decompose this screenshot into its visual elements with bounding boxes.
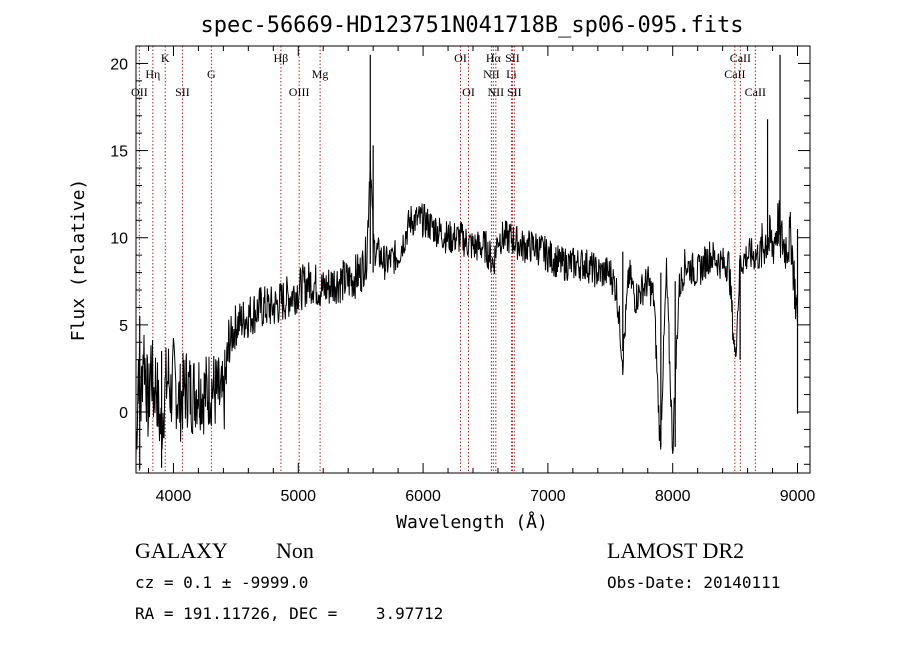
line-marker-label: OIII: [289, 85, 310, 99]
y-tick-label: 5: [119, 318, 128, 335]
x-tick-label: 6000: [405, 488, 441, 505]
x-tick-label: 7000: [530, 488, 566, 505]
line-marker-label: SII: [175, 85, 190, 99]
survey-label: LAMOST DR2: [607, 538, 745, 563]
line-marker-label: CaII: [745, 85, 766, 99]
spectrum-layer: [135, 54, 799, 470]
line-marker-label: NII: [488, 85, 505, 99]
line-marker-label: SII: [507, 85, 522, 99]
y-tick-label: 10: [110, 231, 128, 248]
line-marker-label: Li: [506, 67, 517, 81]
line-marker-label: G: [207, 67, 216, 81]
line-marker-label: CaII: [724, 67, 745, 81]
obs-date: Obs-Date: 20140111: [607, 573, 781, 592]
chart-title: spec-56669-HD123751N041718B_sp06-095.fit…: [200, 13, 743, 38]
y-tick-label: 0: [119, 405, 128, 422]
x-tick-label: 8000: [655, 488, 691, 505]
subclass-label: Non: [276, 538, 314, 563]
spectrum-line: [135, 150, 798, 457]
line-marker-label: K: [161, 51, 170, 65]
x-tick-label: 9000: [780, 488, 816, 505]
line-marker-label: CaII: [730, 51, 751, 65]
line-marker-label: Hβ: [274, 51, 289, 65]
axis-ticks: 4000 5000 6000 7000 8000 9000 0 5 10 15 20: [110, 45, 816, 505]
cz-value: cz = 0.1 ± -9999.0: [135, 573, 309, 592]
line-marker-label: OII: [131, 85, 148, 99]
x-tick-label: 5000: [280, 488, 316, 505]
x-axis-label: Wavelength (Å): [396, 511, 548, 533]
y-tick-label: 15: [110, 144, 128, 161]
x-tick-label: 4000: [156, 488, 192, 505]
line-marker-label: OI: [454, 51, 467, 65]
line-marker-label: NII: [483, 67, 500, 81]
class-label: GALAXY: [135, 538, 228, 563]
y-tick-label: 20: [110, 56, 128, 73]
line-marker-label: SII: [505, 51, 520, 65]
line-marker-label: Hη: [145, 67, 160, 81]
ra-dec: RA = 191.11726, DEC = 3.97712: [135, 604, 444, 623]
line-marker-label: OI: [462, 85, 475, 99]
line-marker-label: Mg: [312, 67, 329, 81]
line-marker-label: Hα: [486, 51, 502, 65]
line-marker-layer: OIIHηKSIIGHβOIIIMgOIOINIIHαNIILiSIISIICa…: [131, 46, 766, 473]
y-axis-label: Flux (relative): [68, 179, 89, 342]
